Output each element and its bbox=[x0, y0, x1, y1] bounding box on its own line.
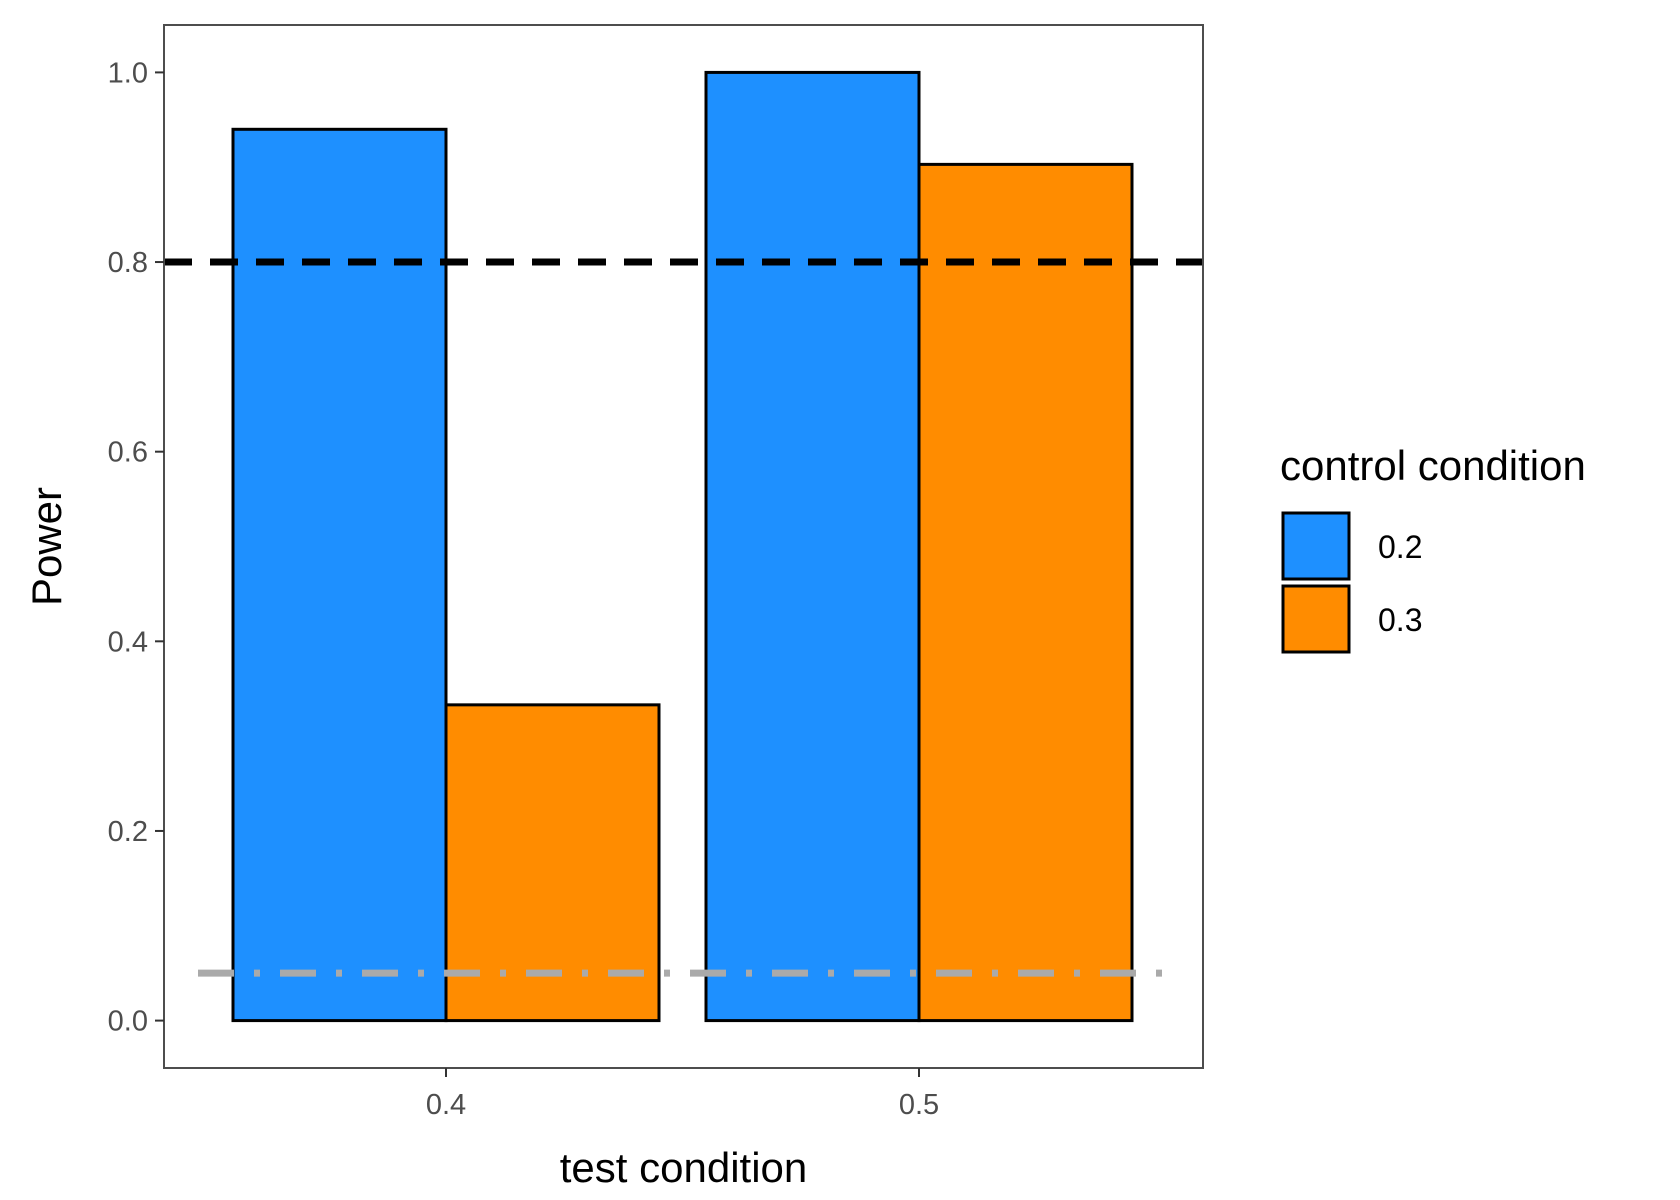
y-tick-label: 0.8 bbox=[108, 247, 148, 279]
bar-0.4-0.3 bbox=[444, 703, 661, 1023]
x-axis-title: test condition bbox=[560, 1144, 808, 1191]
legend-swatch-0.3 bbox=[1281, 584, 1351, 654]
bars-group bbox=[231, 70, 1134, 1023]
bar-0.5-0.2 bbox=[704, 70, 921, 1023]
x-tick-label: 0.4 bbox=[426, 1089, 466, 1121]
legend-swatch-0.2 bbox=[1281, 511, 1351, 581]
y-tick-label: 1.0 bbox=[108, 57, 148, 89]
legend-label-0.3: 0.3 bbox=[1378, 602, 1422, 638]
legend-label-0.2: 0.2 bbox=[1378, 529, 1422, 565]
x-axis: 0.4 0.5 bbox=[426, 1068, 939, 1121]
y-tick-label: 0.0 bbox=[108, 1006, 148, 1038]
y-tick-label: 0.4 bbox=[108, 626, 148, 658]
y-axis-title: Power bbox=[23, 487, 70, 606]
bar-0.4-0.2 bbox=[231, 127, 448, 1023]
reference-lines bbox=[164, 258, 1203, 977]
panel-border bbox=[163, 24, 1204, 1069]
x-tick-label: 0.5 bbox=[899, 1089, 939, 1121]
legend-items: 0.2 0.3 bbox=[1281, 511, 1422, 654]
y-tick-label: 0.2 bbox=[108, 816, 148, 848]
y-tick-label: 0.6 bbox=[108, 437, 148, 469]
legend: control condition 0.2 0.3 bbox=[1280, 442, 1586, 654]
y-axis: 0.0 0.2 0.4 0.6 0.8 1.0 bbox=[108, 57, 164, 1038]
bar-0.5-0.3 bbox=[917, 162, 1134, 1023]
legend-title: control condition bbox=[1280, 442, 1586, 489]
